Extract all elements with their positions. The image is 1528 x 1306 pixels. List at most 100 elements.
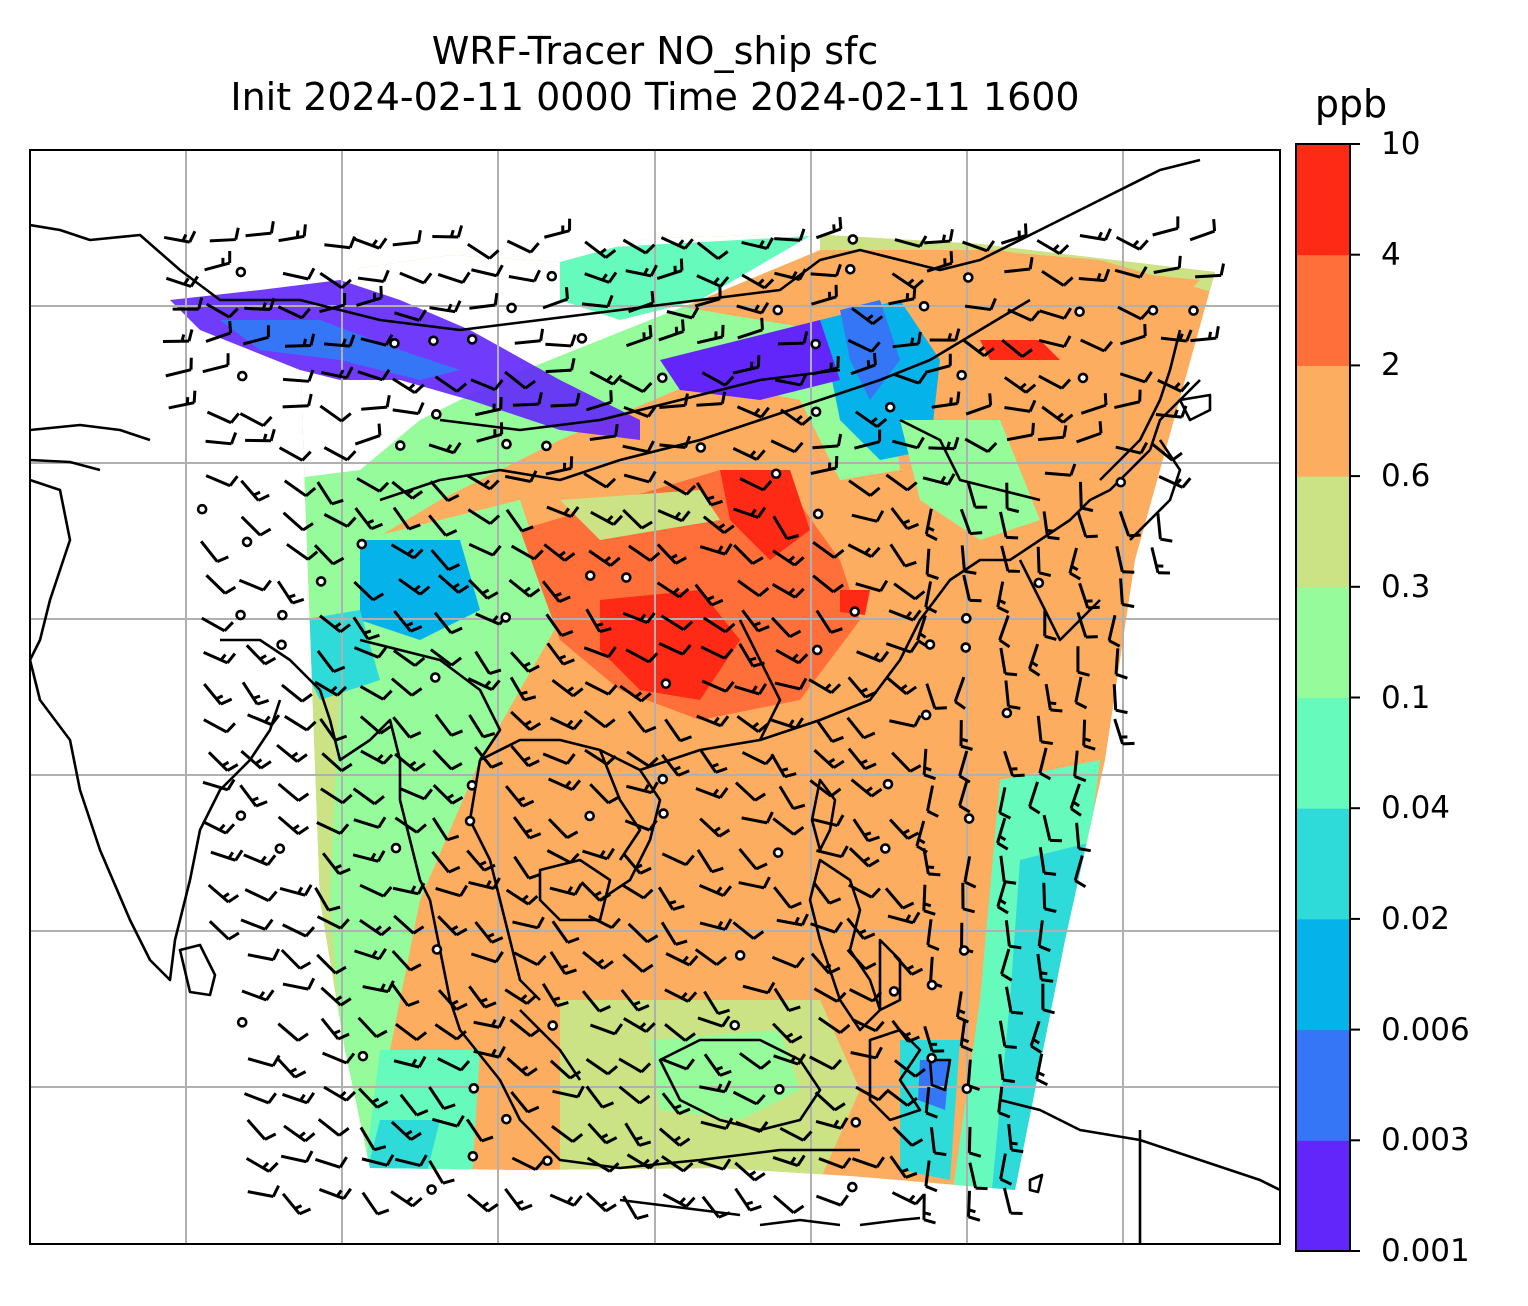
wind-barb bbox=[316, 915, 350, 930]
wind-barb bbox=[733, 506, 767, 519]
wind-barb bbox=[738, 642, 765, 668]
wind-barb bbox=[893, 582, 926, 601]
wind-barb bbox=[1005, 986, 1024, 1015]
wind-barb bbox=[848, 847, 880, 868]
wind-barb bbox=[622, 953, 654, 973]
wind-barb bbox=[623, 470, 657, 484]
wind-barb bbox=[778, 331, 809, 346]
calm-circle bbox=[811, 644, 823, 656]
wind-barb bbox=[587, 914, 621, 930]
wind-barb bbox=[1006, 422, 1035, 442]
wind-barb bbox=[1042, 814, 1062, 843]
calm-circle bbox=[357, 1050, 369, 1062]
wind-barb bbox=[924, 508, 938, 541]
wind-barb bbox=[953, 676, 966, 710]
wind-barb bbox=[321, 852, 351, 876]
wind-barb bbox=[737, 317, 764, 340]
wind-barb bbox=[696, 391, 727, 407]
wind-barb bbox=[661, 1058, 696, 1071]
colorbar-tick-label: 0.6 bbox=[1381, 458, 1431, 495]
wind-barb bbox=[1036, 239, 1070, 255]
wind-barb bbox=[855, 1085, 889, 1102]
calm-circle bbox=[241, 536, 253, 548]
wind-barb bbox=[466, 474, 500, 491]
title-line-1: WRF-Tracer NO_ship sfc bbox=[431, 29, 879, 73]
wind-barb bbox=[474, 746, 504, 769]
colorbar-segment bbox=[1296, 918, 1350, 1031]
wind-barb bbox=[703, 1053, 732, 1077]
wind-barb bbox=[694, 286, 722, 308]
wind-barb bbox=[770, 439, 804, 454]
wind-barb bbox=[618, 1057, 652, 1074]
wind-barb bbox=[625, 264, 658, 278]
wind-barb bbox=[466, 243, 500, 260]
calm-circle bbox=[576, 333, 588, 344]
wind-barb bbox=[358, 1087, 389, 1109]
wind-barb bbox=[546, 642, 575, 666]
wind-barb bbox=[739, 477, 773, 492]
wind-barb bbox=[277, 815, 310, 836]
wind-barb bbox=[321, 752, 353, 772]
wind-barb bbox=[964, 297, 997, 312]
wind-barb bbox=[283, 479, 317, 498]
wind-barb bbox=[699, 543, 733, 556]
wind-barb bbox=[279, 884, 313, 897]
wind-barb bbox=[203, 683, 233, 706]
wind-barb bbox=[241, 989, 275, 1002]
wind-barb bbox=[815, 719, 844, 743]
wind-barb bbox=[926, 251, 954, 273]
wind-barb bbox=[961, 882, 975, 914]
wind-barb bbox=[508, 269, 541, 283]
wind-barb bbox=[998, 1020, 1017, 1049]
wind-barb bbox=[437, 989, 468, 1011]
wind-barb bbox=[471, 264, 504, 278]
wind-barb bbox=[247, 948, 281, 962]
wind-barb bbox=[204, 251, 232, 272]
colorbar-tick-label: 0.1 bbox=[1381, 679, 1431, 716]
wind-barb bbox=[925, 683, 947, 710]
wind-barb bbox=[958, 780, 971, 814]
wind-barb bbox=[659, 393, 689, 409]
wind-barb bbox=[392, 506, 421, 531]
wind-barb bbox=[393, 610, 423, 633]
colorbar-tick-label: 0.003 bbox=[1381, 1122, 1470, 1159]
calm-circle bbox=[810, 406, 822, 418]
wind-barb bbox=[549, 1193, 583, 1207]
wind-barb bbox=[818, 1157, 852, 1170]
wind-barb bbox=[1003, 376, 1037, 394]
wind-barb bbox=[504, 370, 536, 390]
wind-barb bbox=[772, 1154, 806, 1167]
wind-barb bbox=[354, 423, 382, 446]
wind-barb bbox=[962, 240, 996, 253]
wind-barb bbox=[583, 646, 617, 659]
wind-barb bbox=[924, 228, 954, 245]
wind-barb bbox=[585, 1085, 615, 1109]
wind-barb bbox=[628, 290, 655, 314]
wind-barb bbox=[846, 716, 876, 740]
wind-barb bbox=[815, 1117, 849, 1130]
wind-barb bbox=[467, 677, 501, 691]
colorbar-segment bbox=[1296, 808, 1350, 920]
wind-barb bbox=[658, 1127, 691, 1147]
wind-barb bbox=[512, 392, 543, 407]
wind-barb bbox=[771, 583, 805, 599]
wind-barb bbox=[433, 611, 463, 635]
wind-barb bbox=[1036, 953, 1054, 983]
calm-circle bbox=[431, 409, 442, 420]
wind-barb bbox=[776, 913, 809, 927]
wind-barb bbox=[996, 817, 1009, 851]
wind-barb bbox=[202, 778, 236, 792]
wind-barb bbox=[734, 1161, 766, 1182]
wind-barb bbox=[996, 881, 1009, 915]
wind-barb bbox=[512, 916, 545, 930]
wind-barb bbox=[1074, 676, 1088, 710]
wind-barb bbox=[399, 787, 433, 801]
calm-circle bbox=[1033, 577, 1045, 589]
wind-barb bbox=[893, 954, 924, 976]
colorbar-segment bbox=[1296, 1029, 1350, 1141]
calm-circle bbox=[660, 678, 672, 689]
wind-barb bbox=[998, 787, 1012, 820]
wind-barb bbox=[323, 1085, 357, 1102]
wind-barb bbox=[1158, 475, 1192, 489]
wind-barb bbox=[509, 676, 537, 702]
